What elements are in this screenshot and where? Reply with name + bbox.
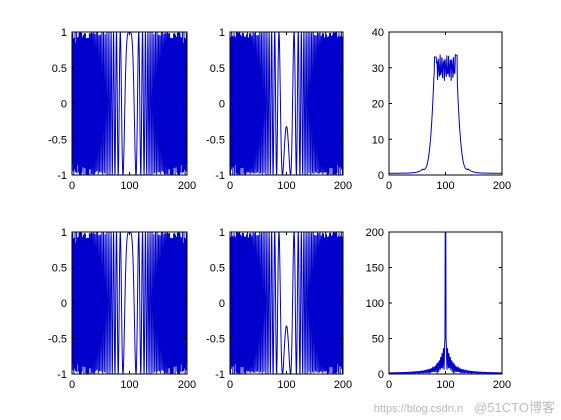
y-tick-label: -0.5 [48, 334, 67, 346]
y-tick-label: -0.5 [206, 334, 225, 346]
x-tick-label: 100 [120, 379, 138, 391]
y-tick-label: 0 [61, 298, 67, 310]
y-tick-label: 0 [219, 99, 225, 111]
subplot-1: 0 100 200 -1 -0.5 0 0.5 1 [48, 27, 196, 192]
x-tick-label: 100 [436, 180, 454, 192]
y-tick-label: 0.5 [52, 63, 67, 75]
x-tick-label: 100 [436, 379, 454, 391]
watermark: https://blog.csdn.n @51CTO博客 [374, 397, 555, 416]
subplot-2: 0 100 200 -1 -0.5 0 0.5 1 [206, 27, 352, 192]
y-tick-label: 150 [366, 263, 384, 275]
y-tick-label: 1 [219, 27, 225, 39]
x-tick-label: 0 [227, 379, 233, 391]
y-tick-label: 30 [372, 63, 384, 75]
subplot-3: 0 100 200 0 10 20 30 40 [372, 27, 511, 192]
series-line [389, 53, 502, 174]
subplot-6: 0 100 200 0 50 100 150 200 [366, 227, 512, 391]
x-tick-label: 100 [277, 180, 295, 192]
watermark-url: https://blog.csdn.n [373, 403, 464, 415]
x-tick-label: 0 [386, 180, 392, 192]
y-tick-label: 0 [378, 369, 384, 381]
y-tick-label: -1 [215, 369, 225, 381]
x-tick-label: 200 [493, 180, 511, 192]
y-tick-label: 100 [366, 298, 384, 310]
x-tick-label: 200 [493, 379, 511, 391]
x-tick-label: 100 [277, 379, 295, 391]
y-tick-label: 0 [61, 99, 67, 111]
x-tick-label: 0 [69, 379, 75, 391]
watermark-brand: @51CTO博客 [474, 400, 555, 415]
y-tick-label: -1 [57, 170, 67, 182]
y-tick-label: 10 [372, 134, 384, 146]
y-tick-label: 0 [378, 170, 384, 182]
subplot-5: 0 100 200 -1 -0.5 0 0.5 1 [206, 227, 352, 391]
y-tick-label: 0.5 [210, 263, 225, 275]
y-tick-label: 0.5 [52, 263, 67, 275]
y-tick-label: 1 [61, 227, 67, 239]
x-tick-label: 0 [227, 180, 233, 192]
y-tick-label: -1 [57, 369, 67, 381]
x-tick-label: 200 [334, 180, 352, 192]
y-tick-label: 50 [372, 334, 384, 346]
x-tick-label: 0 [386, 379, 392, 391]
series-line [72, 32, 187, 175]
x-tick-label: 0 [69, 180, 75, 192]
series-line [230, 232, 343, 374]
y-tick-label: -0.5 [206, 134, 225, 146]
x-tick-label: 200 [178, 180, 196, 192]
subplot-4: 0 100 200 -1 -0.5 0 0.5 1 [48, 227, 196, 391]
series-line [72, 232, 187, 374]
series-line [389, 232, 502, 374]
series-line [230, 32, 343, 175]
y-tick-label: 0.5 [210, 63, 225, 75]
y-tick-label: -0.5 [48, 134, 67, 146]
axes-frame [388, 31, 503, 176]
y-tick-label: 1 [219, 227, 225, 239]
y-tick-label: 1 [61, 27, 67, 39]
y-tick-label: -1 [215, 170, 225, 182]
y-tick-label: 40 [372, 27, 384, 39]
y-tick-label: 200 [366, 227, 384, 239]
y-tick-label: 20 [372, 99, 384, 111]
y-tick-label: 0 [219, 298, 225, 310]
x-tick-label: 200 [334, 379, 352, 391]
x-tick-label: 200 [178, 379, 196, 391]
x-tick-label: 100 [120, 180, 138, 192]
